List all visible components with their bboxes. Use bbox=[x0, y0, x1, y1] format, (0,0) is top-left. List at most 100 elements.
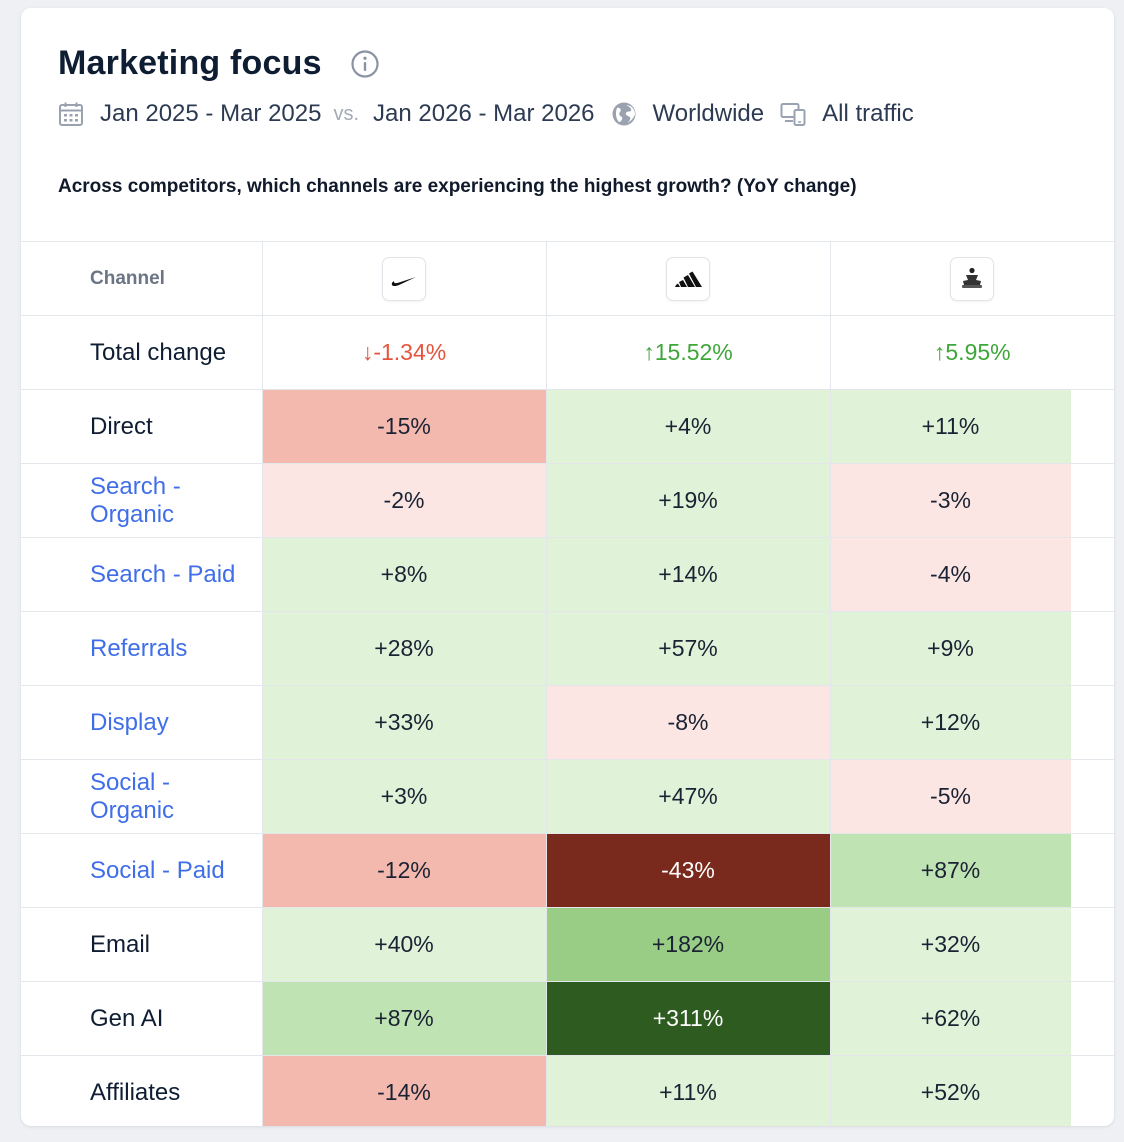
channel-name: Affiliates bbox=[21, 1055, 262, 1126]
value-cell: -15% bbox=[261, 389, 546, 464]
value-cell: +28% bbox=[261, 611, 546, 686]
total-change-value: ↓-1.34% bbox=[261, 315, 546, 390]
region-filter[interactable]: Worldwide bbox=[652, 100, 765, 127]
question-text: Across competitors, which channels are e… bbox=[58, 176, 857, 197]
value-text: +12% bbox=[830, 686, 1071, 759]
value-text: +3% bbox=[262, 760, 546, 833]
table-row: Social - Organic +3% +47% -5% bbox=[21, 759, 1114, 834]
table-row: Affiliates -14% +11% +52% bbox=[21, 1055, 1114, 1126]
value-cell: +87% bbox=[261, 981, 546, 1056]
value-text: +33% bbox=[262, 686, 546, 759]
value-cell: +11% bbox=[829, 389, 1114, 464]
channel-name[interactable]: Search - Organic bbox=[21, 463, 262, 538]
value-text: +40% bbox=[262, 908, 546, 981]
value-cell: +47% bbox=[545, 759, 830, 834]
table-row: Social - Paid -12% -43% +87% bbox=[21, 833, 1114, 908]
channel-name[interactable]: Social - Paid bbox=[21, 833, 262, 908]
value-cell: +14% bbox=[545, 537, 830, 612]
total-change-value: ↑15.52% bbox=[545, 315, 830, 390]
value-text: +87% bbox=[262, 982, 546, 1055]
globe-icon[interactable] bbox=[611, 101, 637, 127]
value-text: -3% bbox=[830, 464, 1071, 537]
info-icon[interactable] bbox=[350, 49, 380, 79]
table-header-row: Channel bbox=[21, 241, 1114, 316]
value-text: +57% bbox=[546, 612, 830, 685]
value-text: +182% bbox=[546, 908, 830, 981]
value-cell: -3% bbox=[829, 463, 1114, 538]
value-text: -43% bbox=[546, 834, 830, 907]
value-cell: +57% bbox=[545, 611, 830, 686]
marketing-focus-card: Marketing focus Jan 2025 bbox=[21, 8, 1114, 1126]
competitor-header-adidas[interactable] bbox=[545, 241, 830, 316]
filters-row: Jan 2025 - Mar 2025 vs. Jan 2026 - Mar 2… bbox=[58, 100, 914, 128]
nike-swoosh-logo bbox=[382, 256, 426, 301]
value-cell: -12% bbox=[261, 833, 546, 908]
value-cell: +9% bbox=[829, 611, 1114, 686]
value-text: +87% bbox=[830, 834, 1071, 907]
total-change-value: ↑5.95% bbox=[829, 315, 1114, 390]
table-row: Referrals +28% +57% +9% bbox=[21, 611, 1114, 686]
value-text: +11% bbox=[546, 1056, 830, 1126]
value-text: +8% bbox=[262, 538, 546, 611]
value-text: +62% bbox=[830, 982, 1071, 1055]
value-cell: +8% bbox=[261, 537, 546, 612]
channel-column-header: Channel bbox=[21, 241, 262, 316]
value-cell: -14% bbox=[261, 1055, 546, 1126]
table-row: Email +40% +182% +32% bbox=[21, 907, 1114, 982]
competitor-header-third[interactable] bbox=[829, 241, 1114, 316]
value-cell: +32% bbox=[829, 907, 1114, 982]
table-row: Search - Paid +8% +14% -4% bbox=[21, 537, 1114, 612]
value-text: +4% bbox=[546, 390, 830, 463]
calendar-icon[interactable] bbox=[58, 101, 84, 127]
date-range-primary[interactable]: Jan 2025 - Mar 2025 bbox=[100, 100, 322, 127]
date-range-comparison[interactable]: Jan 2026 - Mar 2026 bbox=[373, 100, 595, 127]
value-cell: -2% bbox=[261, 463, 546, 538]
value-cell: -4% bbox=[829, 537, 1114, 612]
value-cell: +11% bbox=[545, 1055, 830, 1126]
traffic-filter[interactable]: All traffic bbox=[822, 100, 914, 127]
competitor-header-nike[interactable] bbox=[261, 241, 546, 316]
value-text: -12% bbox=[262, 834, 546, 907]
value-cell: +40% bbox=[261, 907, 546, 982]
value-cell: -5% bbox=[829, 759, 1114, 834]
channel-name[interactable]: Display bbox=[21, 685, 262, 760]
table-row: Gen AI +87% +311% +62% bbox=[21, 981, 1114, 1056]
value-cell: +52% bbox=[829, 1055, 1114, 1126]
page-title: Marketing focus bbox=[58, 44, 322, 82]
table-row: Search - Organic -2% +19% -3% bbox=[21, 463, 1114, 538]
channel-name[interactable]: Search - Paid bbox=[21, 537, 262, 612]
value-cell: +19% bbox=[545, 463, 830, 538]
value-text: -4% bbox=[830, 538, 1071, 611]
value-cell: +311% bbox=[545, 981, 830, 1056]
value-cell: -43% bbox=[545, 833, 830, 908]
channel-name: Email bbox=[21, 907, 262, 982]
value-text: +52% bbox=[830, 1056, 1071, 1126]
table-row: Direct -15% +4% +11% bbox=[21, 389, 1114, 464]
total-change-row: Total change ↓-1.34% ↑15.52% ↑5.95% bbox=[21, 315, 1114, 390]
value-cell: +62% bbox=[829, 981, 1114, 1056]
value-cell: +33% bbox=[261, 685, 546, 760]
value-text: -5% bbox=[830, 760, 1071, 833]
value-text: +311% bbox=[546, 982, 830, 1055]
channel-name: Gen AI bbox=[21, 981, 262, 1056]
channel-name[interactable]: Social - Organic bbox=[21, 759, 262, 834]
vs-label: vs. bbox=[333, 102, 360, 125]
value-text: -8% bbox=[546, 686, 830, 759]
value-text: -14% bbox=[262, 1056, 546, 1126]
value-text: +11% bbox=[830, 390, 1071, 463]
value-text: +47% bbox=[546, 760, 830, 833]
value-text: +28% bbox=[262, 612, 546, 685]
table-row: Display +33% -8% +12% bbox=[21, 685, 1114, 760]
channel-name: Direct bbox=[21, 389, 262, 464]
value-cell: +87% bbox=[829, 833, 1114, 908]
devices-icon[interactable] bbox=[780, 101, 806, 127]
value-text: +9% bbox=[830, 612, 1071, 685]
value-cell: -8% bbox=[545, 685, 830, 760]
total-change-label: Total change bbox=[21, 315, 262, 390]
value-cell: +4% bbox=[545, 389, 830, 464]
channel-name[interactable]: Referrals bbox=[21, 611, 262, 686]
value-text: -2% bbox=[262, 464, 546, 537]
value-cell: +12% bbox=[829, 685, 1114, 760]
value-text: -15% bbox=[262, 390, 546, 463]
brand-figure-logo bbox=[950, 256, 995, 301]
